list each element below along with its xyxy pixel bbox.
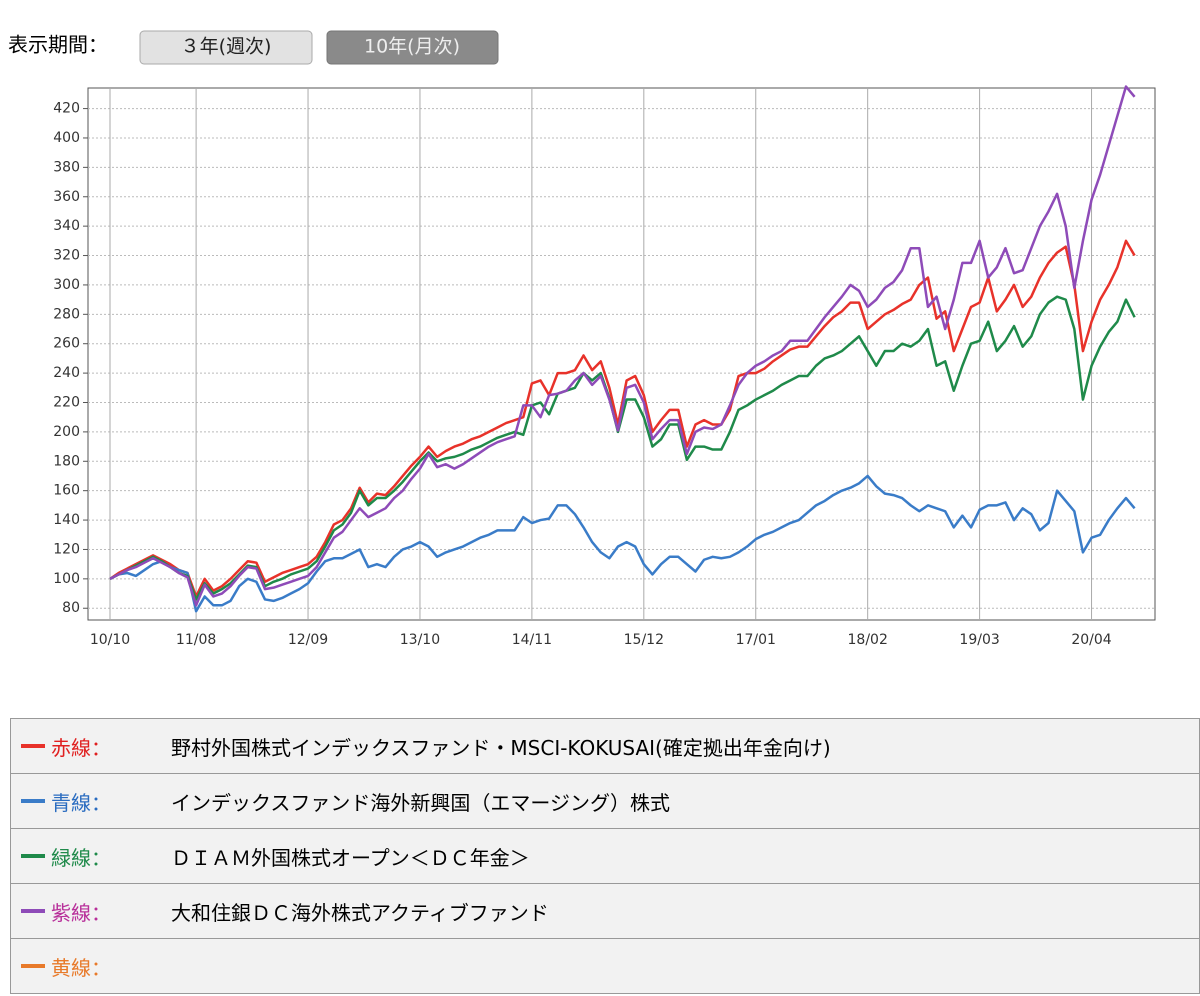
x-tick-label: 15/12 xyxy=(624,632,664,648)
legend-name: インデックスファンド海外新興国（エマージング）株式 xyxy=(171,790,670,815)
legend-name: 野村外国株式インデックスファンド・MSCI-KOKUSAI(確定拠出年金向け) xyxy=(171,735,831,760)
y-tick-label: 160 xyxy=(53,483,80,499)
y-tick-label: 380 xyxy=(53,159,80,175)
legend-name: 大和住銀ＤＣ海外株式アクティブファンド xyxy=(171,900,549,925)
y-tick-label: 180 xyxy=(53,453,80,469)
y-tick-label: 200 xyxy=(53,424,80,440)
y-tick-label: 340 xyxy=(53,218,80,234)
legend-label: 紫線： xyxy=(51,900,111,925)
legend-name: ＤＩＡＭ外国株式オープン＜ＤＣ年金＞ xyxy=(171,845,530,870)
legend-label: 緑線： xyxy=(51,845,111,870)
x-tick-label: 18/02 xyxy=(848,632,888,648)
legend-label: 黄線： xyxy=(51,955,111,980)
legend-swatch xyxy=(21,854,45,858)
legend-swatch xyxy=(21,909,45,913)
x-tick-label: 10/10 xyxy=(90,632,130,648)
button-3y[interactable] xyxy=(139,30,313,65)
legend-row: 赤線： 野村外国株式インデックスファンド・MSCI-KOKUSAI(確定拠出年金向… xyxy=(10,718,1200,773)
y-tick-label: 400 xyxy=(53,130,80,146)
legend-row: 紫線： 大和住銀ＤＣ海外株式アクティブファンド xyxy=(10,883,1200,938)
legend-swatch xyxy=(21,964,45,968)
button-3y-label[interactable]: ３年(週次) xyxy=(181,36,272,58)
period-label: 表示期間： xyxy=(8,33,108,57)
button-10y-label[interactable]: 10年(月次) xyxy=(364,36,460,58)
legend-row: 黄線： xyxy=(10,938,1200,994)
x-tick-label: 20/04 xyxy=(1071,632,1111,648)
x-tick-label: 19/03 xyxy=(959,632,999,648)
legend-label: 赤線： xyxy=(51,735,111,760)
series-line xyxy=(109,85,1136,607)
y-tick-label: 240 xyxy=(53,365,80,381)
y-tick-label: 260 xyxy=(53,336,80,352)
y-tick-label: 300 xyxy=(53,277,80,293)
x-tick-label: 12/09 xyxy=(288,632,328,648)
series-line xyxy=(109,295,1136,601)
series-line xyxy=(109,239,1136,598)
legend-label: 青線： xyxy=(51,790,111,815)
y-tick-label: 100 xyxy=(53,571,80,587)
legend: 赤線： 野村外国株式インデックスファンド・MSCI-KOKUSAI(確定拠出年金向… xyxy=(10,718,1200,994)
legend-row: 青線： インデックスファンド海外新興国（エマージング）株式 xyxy=(10,773,1200,828)
y-tick-label: 280 xyxy=(53,306,80,322)
y-tick-label: 420 xyxy=(53,101,80,117)
x-tick-label: 14/11 xyxy=(512,632,552,648)
y-tick-label: 140 xyxy=(53,512,80,528)
chart: 表示期間： ３年(週次) 10年(月次) 80 100 120 140 160 180 20… xyxy=(8,30,1156,648)
x-tick-label: 11/08 xyxy=(176,632,216,648)
x-tick-label: 13/10 xyxy=(400,632,440,648)
y-tick-label: 360 xyxy=(53,189,80,205)
legend-row: 緑線： ＤＩＡＭ外国株式オープン＜ＤＣ年金＞ xyxy=(10,828,1200,883)
y-tick-label: 80 xyxy=(62,600,80,616)
series-line xyxy=(109,474,1136,613)
y-tick-label: 320 xyxy=(53,248,80,264)
button-10y[interactable] xyxy=(326,30,499,65)
legend-swatch xyxy=(21,744,45,748)
y-tick-label: 120 xyxy=(53,541,80,557)
x-tick-label: 17/01 xyxy=(736,632,776,648)
y-tick-label: 220 xyxy=(53,394,80,410)
legend-swatch xyxy=(21,799,45,803)
plot-area xyxy=(87,87,1156,621)
